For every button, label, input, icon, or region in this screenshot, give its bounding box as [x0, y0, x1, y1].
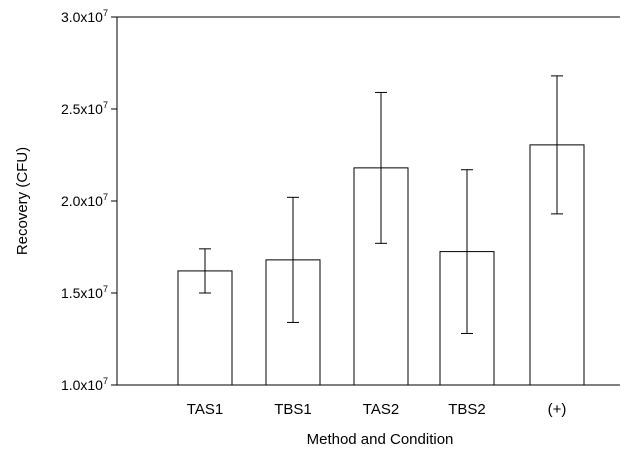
x-tick-label: TAS2 — [363, 401, 399, 418]
x-axis-title: Method and Condition — [307, 431, 454, 448]
error-bars-group — [199, 75, 563, 334]
error-bar — [287, 196, 299, 323]
x-tick-label: (+) — [548, 401, 567, 418]
y-tick-label: 2.5x107 — [61, 100, 108, 117]
y-tick-label: 1.0x107 — [61, 376, 108, 393]
x-tick-label: TBS2 — [448, 401, 486, 418]
error-bar — [551, 75, 563, 215]
y-tick-exponent: 7 — [103, 284, 108, 294]
y-tick-exponent: 7 — [103, 192, 108, 202]
y-tick-mantissa: 3.0x10 — [61, 9, 103, 25]
y-tick-exponent: 7 — [103, 376, 108, 386]
error-bar — [375, 91, 387, 244]
y-axis-title: Recovery (CFU) — [14, 147, 31, 255]
error-bar — [199, 248, 211, 294]
y-tick-label: 3.0x107 — [61, 8, 108, 25]
y-tick-mantissa: 2.5x10 — [61, 101, 103, 117]
x-tick-label: TBS1 — [274, 401, 312, 418]
y-tick-exponent: 7 — [103, 8, 108, 18]
y-tick-exponent: 7 — [103, 100, 108, 110]
y-tick-mantissa: 2.0x10 — [61, 193, 103, 209]
x-tick-label: TAS1 — [187, 401, 223, 418]
y-tick-mantissa: 1.5x10 — [61, 285, 103, 301]
y-tick-mantissa: 1.0x10 — [61, 377, 103, 393]
y-tick-label: 2.0x107 — [61, 192, 108, 209]
x-axis-labels: TAS1 TBS1 TAS2 TBS2 (+) — [187, 401, 567, 418]
error-bar — [461, 169, 473, 334]
y-tick-label: 1.5x107 — [61, 284, 108, 301]
